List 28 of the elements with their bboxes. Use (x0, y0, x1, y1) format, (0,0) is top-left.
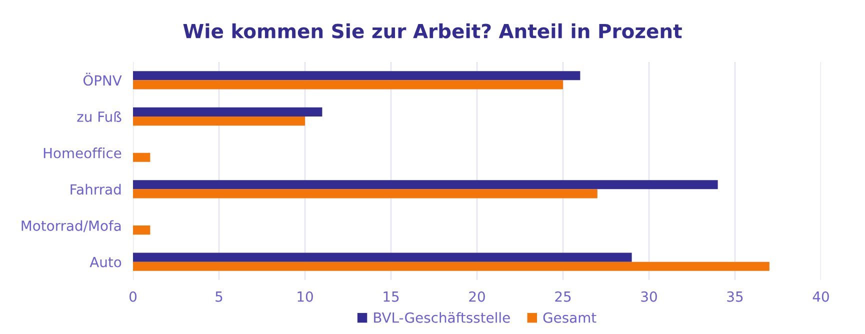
x-tick-label: 5 (216, 292, 222, 302)
y-tick-label: Motorrad/Mofa (22, 220, 121, 232)
bar (133, 226, 150, 235)
x-tick-label: 30 (641, 291, 657, 302)
y-tick-label: Fahrrad (70, 184, 121, 195)
bar (133, 107, 322, 116)
x-tick-label: 35 (727, 291, 743, 302)
bar (133, 152, 150, 162)
y-tick-label: ÖPNV (83, 72, 122, 86)
legend-label: Gesamt (543, 312, 596, 323)
bar (133, 189, 598, 198)
bar (133, 262, 770, 271)
x-tick-label: 0 (129, 291, 136, 302)
bar (133, 80, 563, 90)
x-tick-label: 25 (555, 291, 571, 302)
x-tick-label: 20 (469, 291, 485, 302)
bar (133, 116, 305, 126)
x-tick-label: 15 (384, 292, 399, 302)
chart-title: Wie kommen Sie zur Arbeit? Anteil in Prozent (183, 23, 682, 38)
x-tick-label: 10 (298, 291, 313, 302)
legend-label: BVL-Geschäftsstelle (374, 312, 510, 323)
bar (133, 252, 632, 262)
bar (133, 71, 580, 80)
y-tick-label: Auto (90, 256, 122, 268)
y-tick-label: zu Fuß (77, 111, 122, 122)
y-tick-label: Homeoffice (44, 148, 122, 158)
bar (133, 180, 718, 190)
x-tick-label: 40 (812, 291, 829, 302)
